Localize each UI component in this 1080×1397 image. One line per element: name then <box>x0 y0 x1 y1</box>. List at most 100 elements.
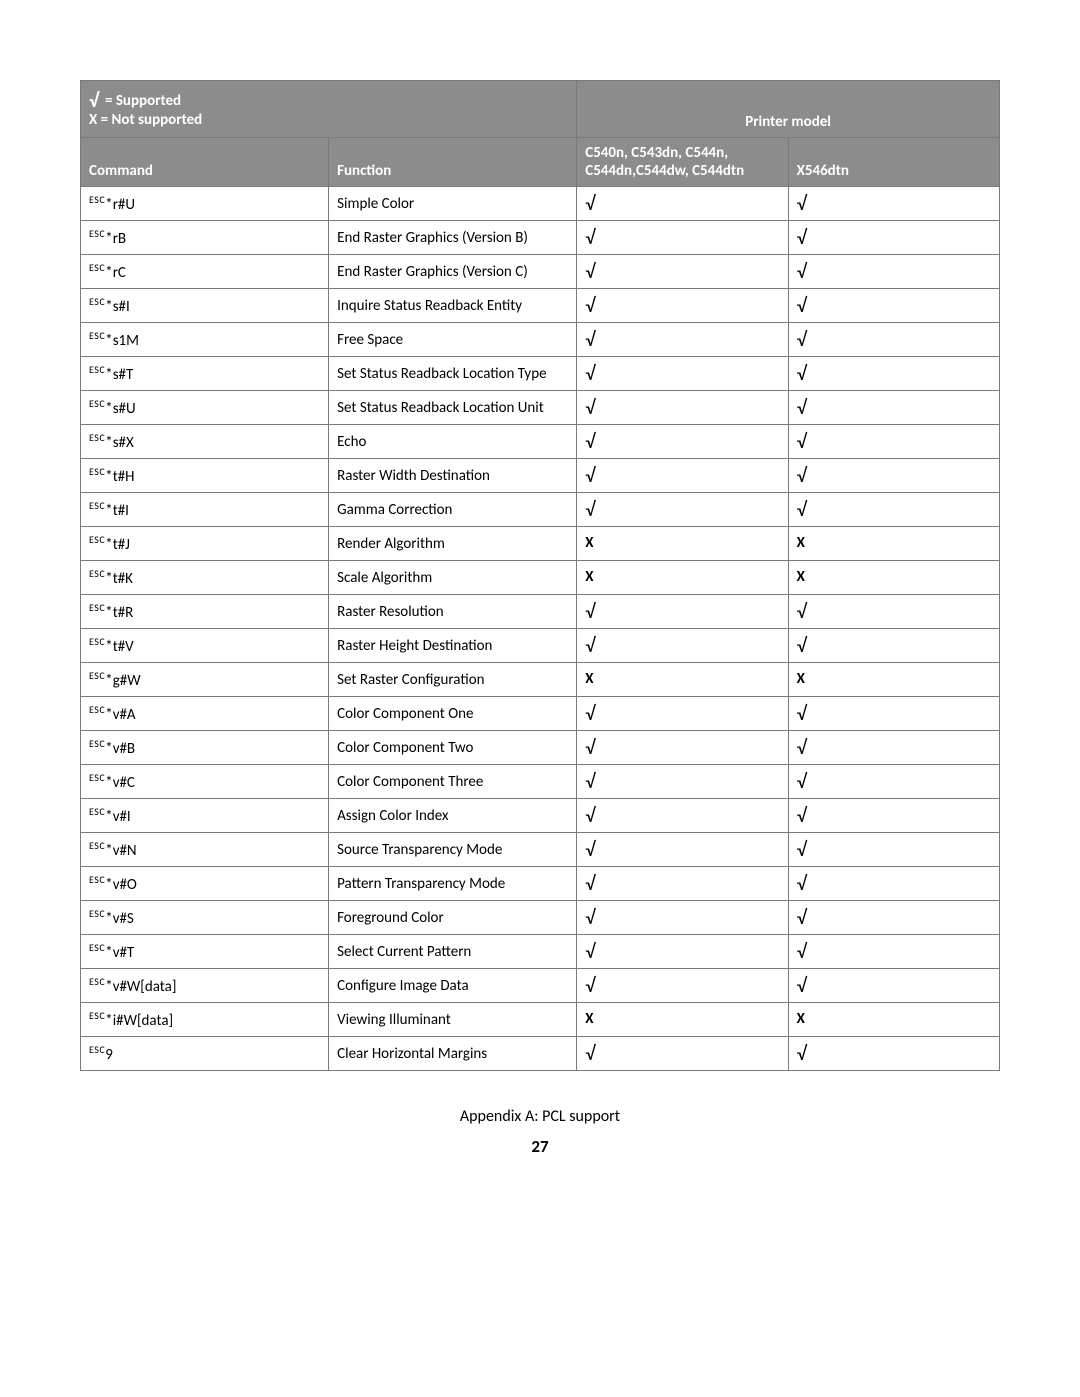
model1-cell: √ <box>577 459 788 493</box>
check-icon: √ <box>89 91 99 111</box>
model1-cell: X <box>577 663 788 697</box>
command-text: *rC <box>105 264 126 282</box>
pcl-support-table: √ = SupportedX = Not supportedPrinter mo… <box>80 80 1000 1071</box>
model1-cell: √ <box>577 731 788 765</box>
command-cell: ESC*v#W[data] <box>81 969 329 1003</box>
command-cell: ESC*t#V <box>81 629 329 663</box>
model2-cell: X <box>788 663 999 697</box>
model2-cell: √ <box>788 969 999 1003</box>
function-cell: Free Space <box>329 323 577 357</box>
command-text: *v#N <box>105 842 136 860</box>
model1-cell: √ <box>577 391 788 425</box>
esc-prefix: ESC <box>89 193 105 206</box>
model2-cell: √ <box>788 289 999 323</box>
command-cell: ESC*v#T <box>81 935 329 969</box>
table-row: ESC*v#IAssign Color Index√√ <box>81 799 1000 833</box>
model2-cell: √ <box>788 391 999 425</box>
command-text: *t#V <box>105 638 133 656</box>
table-row: ESC*s#XEcho√√ <box>81 425 1000 459</box>
model1-cell: √ <box>577 799 788 833</box>
table-row: ESC9Clear Horizontal Margins√√ <box>81 1037 1000 1071</box>
table-row: ESC*rBEnd Raster Graphics (Version B)√√ <box>81 221 1000 255</box>
command-text: *s#T <box>105 366 133 384</box>
esc-prefix: ESC <box>89 1043 105 1056</box>
table-row: ESC*v#OPattern Transparency Mode√√ <box>81 867 1000 901</box>
command-cell: ESC*v#O <box>81 867 329 901</box>
model1-header: C540n, C543dn, C544n, C544dn,C544dw, C54… <box>577 138 788 187</box>
command-cell: ESC*g#W <box>81 663 329 697</box>
page-container: √ = SupportedX = Not supportedPrinter mo… <box>0 0 1080 1397</box>
esc-prefix: ESC <box>89 1009 105 1022</box>
function-cell: Select Current Pattern <box>329 935 577 969</box>
esc-prefix: ESC <box>89 941 105 954</box>
table-row: ESC*t#VRaster Height Destination√√ <box>81 629 1000 663</box>
command-text: *i#W[data] <box>105 1012 173 1030</box>
table-row: ESC*t#IGamma Correction√√ <box>81 493 1000 527</box>
footer-appendix: Appendix A: PCL support <box>80 1107 1000 1126</box>
model2-cell: √ <box>788 425 999 459</box>
command-cell: ESC*rC <box>81 255 329 289</box>
model2-cell: √ <box>788 697 999 731</box>
esc-prefix: ESC <box>89 465 105 478</box>
function-cell: Render Algorithm <box>329 527 577 561</box>
function-cell: Foreground Color <box>329 901 577 935</box>
model1-cell: √ <box>577 425 788 459</box>
command-cell: ESC*v#N <box>81 833 329 867</box>
model2-cell: √ <box>788 187 999 221</box>
command-text: *r#U <box>105 196 135 214</box>
function-cell: Source Transparency Mode <box>329 833 577 867</box>
command-cell: ESC*s#I <box>81 289 329 323</box>
command-cell: ESC*r#U <box>81 187 329 221</box>
function-cell: Scale Algorithm <box>329 561 577 595</box>
command-cell: ESC*rB <box>81 221 329 255</box>
command-text: *g#W <box>105 672 140 690</box>
function-cell: Assign Color Index <box>329 799 577 833</box>
esc-prefix: ESC <box>89 363 105 376</box>
table-row: ESC*v#SForeground Color√√ <box>81 901 1000 935</box>
command-text: *v#A <box>105 706 135 724</box>
command-text: *v#T <box>105 944 134 962</box>
table-row: ESC*s#USet Status Readback Location Unit… <box>81 391 1000 425</box>
function-header: Function <box>329 138 577 187</box>
function-cell: Color Component Two <box>329 731 577 765</box>
table-row: ESC*t#JRender AlgorithmXX <box>81 527 1000 561</box>
model2-cell: √ <box>788 255 999 289</box>
command-text: *s#X <box>105 434 134 452</box>
esc-prefix: ESC <box>89 975 105 988</box>
model1-cell: √ <box>577 833 788 867</box>
esc-prefix: ESC <box>89 499 105 512</box>
model1-cell: √ <box>577 867 788 901</box>
esc-prefix: ESC <box>89 839 105 852</box>
esc-prefix: ESC <box>89 805 105 818</box>
function-cell: Raster Width Destination <box>329 459 577 493</box>
esc-prefix: ESC <box>89 261 105 274</box>
function-cell: End Raster Graphics (Version C) <box>329 255 577 289</box>
legend-not-supported-label: X = Not supported <box>89 111 568 129</box>
legend-supported-label: = Supported <box>105 92 181 110</box>
command-cell: ESC*v#I <box>81 799 329 833</box>
model1-cell: X <box>577 561 788 595</box>
command-cell: ESC9 <box>81 1037 329 1071</box>
command-cell: ESC*v#S <box>81 901 329 935</box>
function-cell: Configure Image Data <box>329 969 577 1003</box>
table-row: ESC*s#TSet Status Readback Location Type… <box>81 357 1000 391</box>
model2-cell: √ <box>788 833 999 867</box>
table-row: ESC*v#W[data]Configure Image Data√√ <box>81 969 1000 1003</box>
table-row: ESC*r#USimple Color√√ <box>81 187 1000 221</box>
function-cell: Set Raster Configuration <box>329 663 577 697</box>
function-cell: Viewing Illuminant <box>329 1003 577 1037</box>
model1-cell: X <box>577 527 788 561</box>
command-text: *s1M <box>105 332 139 350</box>
esc-prefix: ESC <box>89 567 105 580</box>
function-cell: Pattern Transparency Mode <box>329 867 577 901</box>
model2-cell: √ <box>788 629 999 663</box>
function-cell: Inquire Status Readback Entity <box>329 289 577 323</box>
command-cell: ESC*t#H <box>81 459 329 493</box>
model2-cell: √ <box>788 323 999 357</box>
esc-prefix: ESC <box>89 737 105 750</box>
function-cell: Raster Height Destination <box>329 629 577 663</box>
model1-cell: √ <box>577 289 788 323</box>
model2-cell: √ <box>788 935 999 969</box>
model2-cell: √ <box>788 493 999 527</box>
esc-prefix: ESC <box>89 873 105 886</box>
